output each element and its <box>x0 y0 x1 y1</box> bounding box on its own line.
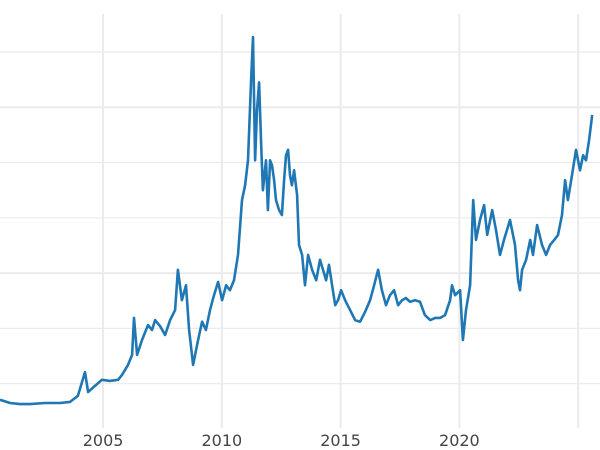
x-tick-label: 2015 <box>320 431 361 450</box>
x-tick-labels: 2005 2010 2015 2020 <box>83 431 480 450</box>
x-tick-label: 2020 <box>439 431 480 450</box>
series-line <box>0 35 594 406</box>
x-gridlines <box>102 14 580 428</box>
y-gridlines <box>0 51 600 385</box>
x-tick-label: 2005 <box>83 431 124 450</box>
x-tick-label: 2010 <box>201 431 242 450</box>
